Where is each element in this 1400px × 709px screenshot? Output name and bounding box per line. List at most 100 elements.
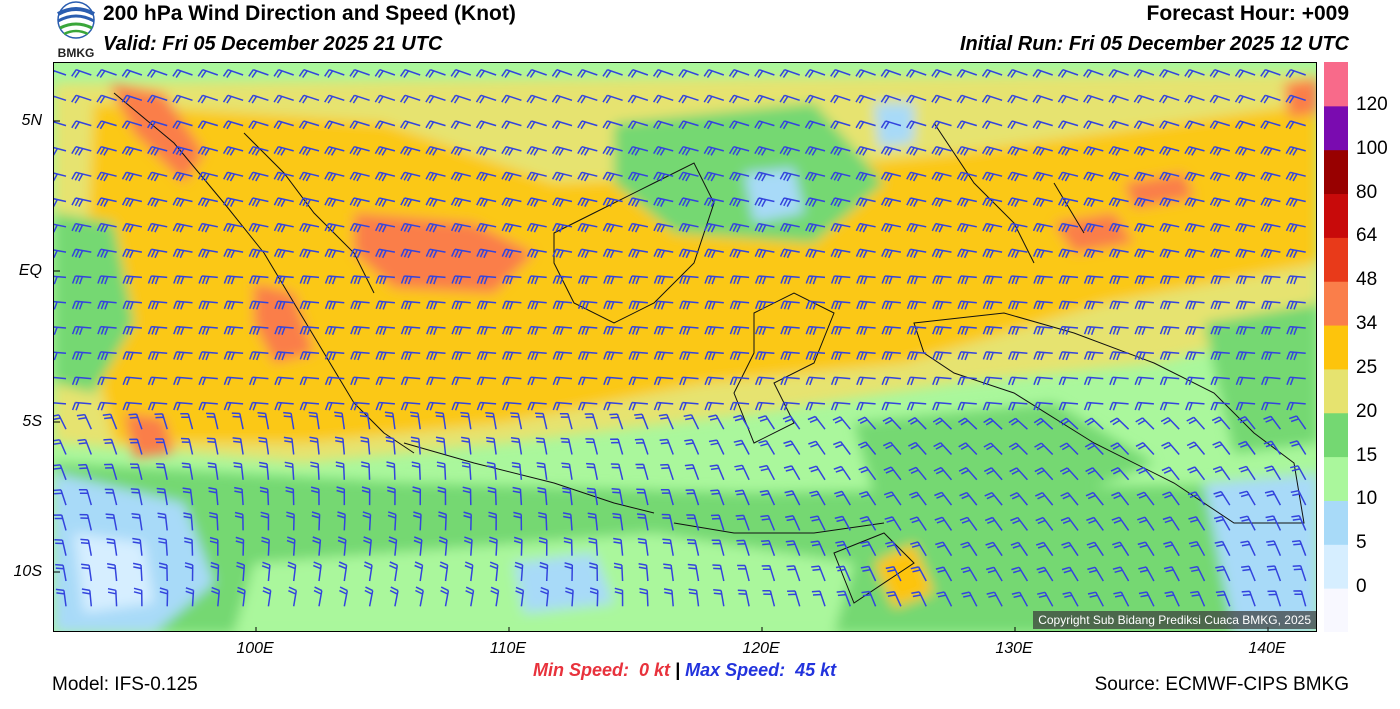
wind-barb	[248, 171, 269, 182]
wind-barb	[805, 197, 826, 207]
wind-barb	[754, 68, 775, 78]
bmkg-logo: BMKG	[50, 0, 102, 60]
wind-barb	[729, 325, 750, 335]
wind-barb	[931, 222, 952, 233]
wind-barb	[54, 146, 67, 156]
wind-barb	[308, 411, 320, 430]
wind-barb	[653, 222, 674, 233]
wind-barb	[298, 120, 320, 130]
wind-barb	[906, 145, 927, 156]
wind-barb	[384, 411, 396, 430]
wind-barb	[932, 325, 952, 335]
wind-barb	[440, 586, 450, 607]
wind-barb	[1133, 120, 1155, 130]
wind-barb	[299, 248, 320, 259]
wind-barb	[1210, 351, 1230, 361]
wind-barb	[527, 275, 547, 285]
wind-barb	[1159, 376, 1180, 386]
wind-barb	[400, 275, 421, 285]
wind-barb	[1007, 120, 1028, 130]
wind-barb	[653, 120, 674, 130]
wind-barb	[258, 436, 270, 455]
wind-barb	[577, 376, 598, 386]
wind-barb	[1290, 465, 1307, 481]
wind-barb	[804, 171, 826, 182]
wind-barb	[299, 401, 320, 411]
wind-barb	[881, 248, 902, 259]
wind-barb	[577, 300, 598, 310]
wind-barb	[1163, 541, 1180, 557]
colorbar-swatch	[1324, 412, 1348, 458]
wind-barb	[248, 222, 269, 233]
wind-barb	[1008, 417, 1028, 430]
wind-barb	[248, 197, 269, 207]
wind-barb	[728, 120, 750, 130]
wind-barb	[704, 248, 724, 259]
wind-barb	[982, 222, 1003, 233]
wind-barb	[375, 376, 395, 386]
wind-barb	[737, 589, 750, 607]
wind-barb	[1263, 440, 1282, 455]
wind-barb	[855, 171, 876, 182]
wind-barb	[489, 561, 499, 582]
wind-barb	[1034, 467, 1054, 481]
wind-barb	[906, 222, 927, 233]
wind-barb	[375, 401, 395, 411]
wind-barb	[779, 68, 800, 78]
wind-barb	[324, 222, 345, 233]
wind-barb	[805, 401, 826, 411]
wind-barb	[184, 537, 194, 556]
wind-barb	[501, 222, 522, 233]
wind-barb	[349, 222, 370, 233]
wind-barb	[364, 586, 374, 607]
colorbar-swatch	[1324, 237, 1348, 282]
wind-barb	[856, 325, 876, 335]
wind-barb	[1184, 171, 1205, 182]
colorbar-swatch	[1324, 105, 1348, 151]
wind-barb	[223, 222, 244, 233]
wind-barb	[1260, 401, 1281, 411]
wind-barb	[1260, 68, 1281, 78]
wind-barb	[451, 248, 471, 259]
wind-barb	[283, 436, 295, 455]
wind-barb	[757, 415, 776, 430]
wind-barb	[1260, 94, 1281, 104]
wind-barb	[780, 300, 800, 310]
wind-barb	[881, 275, 901, 285]
wind-barb	[734, 489, 750, 506]
wind-barb	[703, 197, 724, 207]
wind-barb	[476, 248, 497, 259]
wind-barb	[984, 516, 1003, 531]
wind-barb	[71, 401, 92, 411]
wind-barb	[248, 145, 269, 156]
wind-barb	[180, 437, 194, 455]
wind-barb	[754, 376, 775, 386]
wind-barb	[586, 487, 599, 506]
wind-barb	[1210, 300, 1230, 310]
wind-barb	[956, 171, 977, 182]
wind-barb	[880, 171, 902, 182]
wind-barb	[248, 300, 269, 310]
wind-barb	[374, 171, 396, 182]
wind-barb	[1032, 145, 1053, 156]
wind-barb	[957, 376, 977, 386]
wind-barb	[130, 488, 143, 506]
wind-barb	[1007, 248, 1028, 259]
wind-barb	[729, 351, 750, 361]
wind-barb	[1241, 590, 1256, 607]
wind-barb	[653, 275, 674, 285]
wind-barb	[858, 466, 877, 481]
wind-barb	[883, 466, 902, 481]
wind-barb	[932, 351, 952, 361]
wind-barb	[258, 461, 270, 480]
wind-barb	[733, 414, 750, 430]
wind-barb	[1185, 325, 1205, 335]
wind-barb	[635, 463, 649, 481]
wind-barb	[782, 415, 801, 430]
wind-barb	[1057, 145, 1079, 156]
wind-barb	[1060, 516, 1079, 531]
wind-barb	[539, 561, 549, 582]
wind-barb	[577, 68, 598, 78]
wind-barb	[198, 248, 218, 259]
wind-barb	[609, 413, 624, 430]
